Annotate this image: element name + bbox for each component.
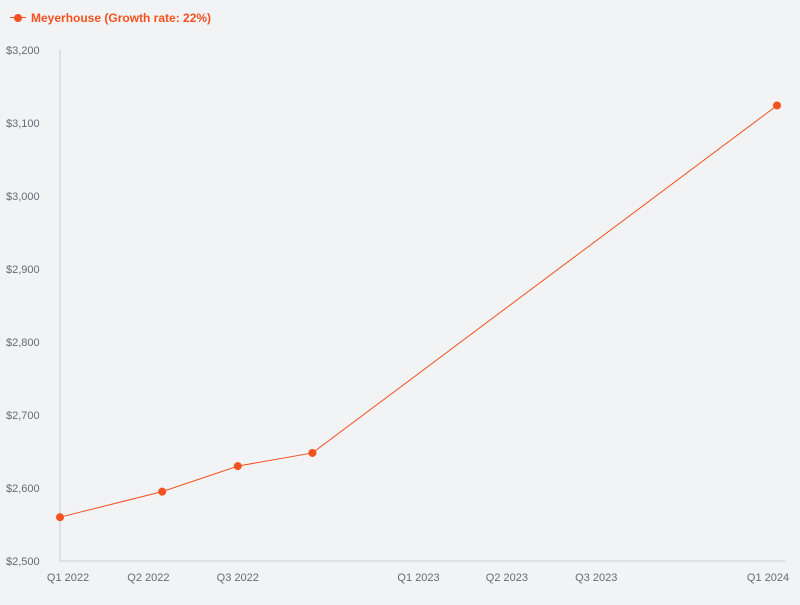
data-point[interactable] [308,448,317,457]
legend-marker-icon [10,9,26,27]
chart-legend[interactable]: Meyerhouse (Growth rate: 22%) [10,9,211,27]
data-point[interactable] [56,513,64,522]
y-tick-label: $2,700 [6,410,40,422]
data-point[interactable] [158,487,167,496]
series-line [59,105,778,518]
x-tick-label: Q2 2022 [127,572,169,584]
y-tick-label: $2,500 [6,556,40,568]
x-tick-label: Q3 2023 [575,572,617,584]
y-tick-label: $3,000 [6,191,40,203]
y-tick-label: $3,100 [6,118,40,130]
y-tick-label: $2,600 [6,483,40,495]
legend-label: Meyerhouse (Growth rate: 22%) [31,11,212,25]
x-tick-label: Q1 2023 [397,572,439,584]
x-tick-label: Q3 2022 [217,572,259,584]
x-tick-label: Q1 2024 [747,572,789,584]
data-point[interactable] [233,462,242,471]
x-tick-label: Q1 2022 [47,572,89,584]
x-tick-label: Q2 2023 [486,572,528,584]
y-tick-label: $3,200 [6,45,40,57]
y-tick-label: $2,900 [6,264,40,276]
y-tick-label: $2,800 [6,337,40,349]
data-point[interactable] [773,101,781,110]
